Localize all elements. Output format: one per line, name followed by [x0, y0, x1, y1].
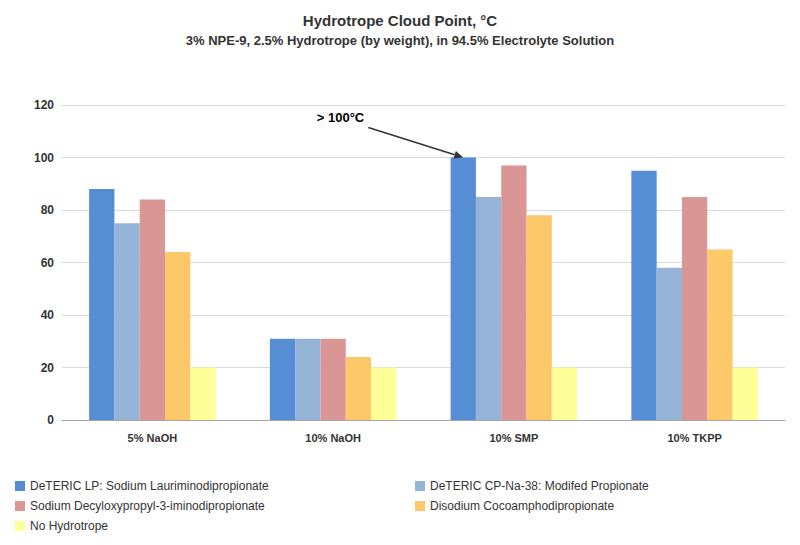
- svg-text:20: 20: [41, 361, 55, 375]
- svg-text:3% NPE-9, 2.5% Hydrotrope (by: 3% NPE-9, 2.5% Hydrotrope (by weight), i…: [186, 33, 614, 48]
- svg-text:10% SMP: 10% SMP: [489, 432, 538, 444]
- svg-text:> 100°C: > 100°C: [317, 110, 365, 125]
- svg-text:100: 100: [34, 151, 54, 165]
- svg-text:10% TKPP: 10% TKPP: [667, 432, 721, 444]
- svg-text:5% NaOH: 5% NaOH: [128, 432, 178, 444]
- svg-text:No Hydrotrope: No Hydrotrope: [30, 519, 108, 533]
- svg-text:120: 120: [34, 98, 54, 112]
- svg-text:DeTERIC CP-Na-38: Modifed Prop: DeTERIC CP-Na-38: Modifed Propionate: [430, 479, 649, 493]
- svg-text:0: 0: [47, 413, 54, 427]
- svg-text:DeTERIC LP: Sodium Lauriminodi: DeTERIC LP: Sodium Lauriminodipropionate: [30, 479, 269, 493]
- svg-text:80: 80: [41, 203, 55, 217]
- svg-text:40: 40: [41, 308, 55, 322]
- svg-text:10% NaOH: 10% NaOH: [305, 432, 361, 444]
- svg-text:Disodium Cocoamphodipropionate: Disodium Cocoamphodipropionate: [430, 499, 614, 513]
- svg-text:Hydrotrope Cloud Point, °C: Hydrotrope Cloud Point, °C: [303, 12, 497, 29]
- svg-text:Sodium Decyloxypropyl-3-iminod: Sodium Decyloxypropyl-3-iminodipropionat…: [30, 499, 265, 513]
- svg-text:60: 60: [41, 256, 55, 270]
